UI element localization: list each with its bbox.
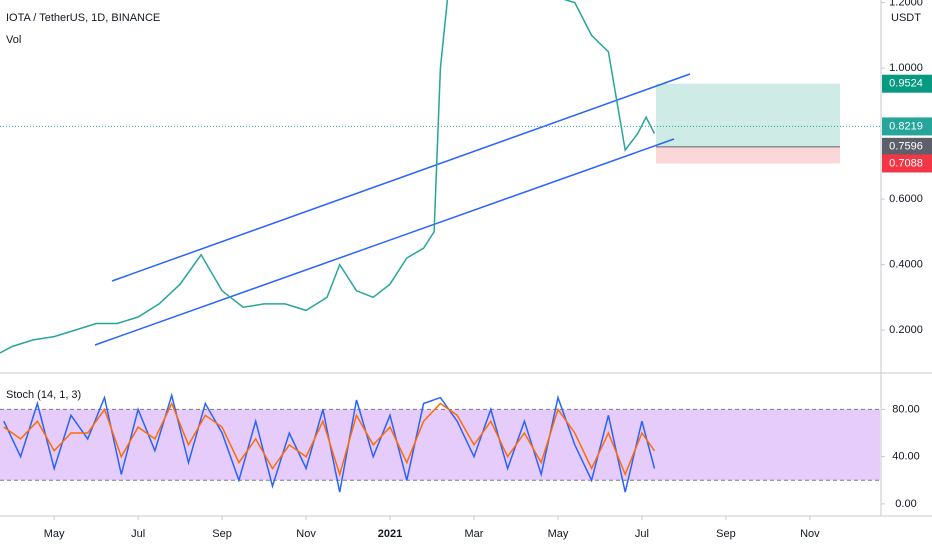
x-tick-label: Mar — [465, 528, 484, 540]
volume-label: Vol — [6, 34, 21, 46]
x-tick-label: 2021 — [378, 528, 402, 540]
x-tick-label: May — [44, 528, 65, 540]
y-tick-label: 0.2000 — [889, 324, 923, 336]
drawings — [94, 73, 691, 346]
currency: USDT — [891, 12, 921, 24]
price-label-box — [882, 137, 932, 156]
x-tick-label: Nov — [800, 528, 820, 540]
stoch-title: Stoch (14, 1, 3) — [6, 389, 81, 401]
price-label-box — [882, 117, 932, 136]
price-label: 0.8219 — [889, 120, 923, 132]
price-label: 0.9524 — [889, 78, 923, 90]
price-label: 0.7088 — [889, 157, 923, 169]
y-tick-label: 0.4000 — [889, 258, 923, 270]
series-line — [3, 401, 656, 478]
y-tick-label: 0.6000 — [889, 193, 923, 205]
chart-title: IOTA / TetherUS, 1D, BINANCE — [6, 12, 160, 24]
y-tick-label: 1.0000 — [889, 62, 923, 74]
x-tick-label: May — [548, 528, 569, 540]
x-tick-label: Jul — [131, 528, 145, 540]
y-tick-label: 1.2000 — [889, 0, 923, 9]
x-tick-label: Sep — [212, 528, 232, 540]
price-label-box — [882, 154, 932, 173]
series-line — [0, 0, 656, 354]
price-label: 0.7596 — [889, 141, 923, 153]
price-label-box — [882, 74, 932, 93]
y-tick-label: 80.00 — [892, 403, 920, 415]
stop-zone — [656, 146, 840, 164]
stoch-band — [0, 409, 880, 481]
channel-bottom — [94, 138, 675, 346]
y-tick-label: 40.00 — [892, 451, 920, 463]
target-zone — [656, 83, 840, 147]
x-tick-label: Sep — [716, 528, 736, 540]
channel-top — [111, 73, 691, 282]
x-tick-label: Jul — [635, 528, 649, 540]
y-tick-label: 0.00 — [895, 498, 916, 510]
x-tick-label: Nov — [296, 528, 316, 540]
